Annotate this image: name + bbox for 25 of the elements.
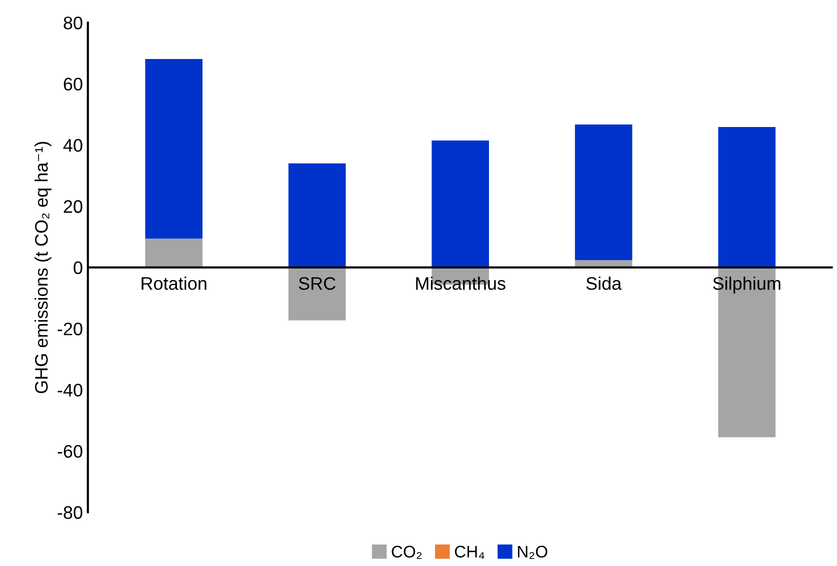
x-tick-label: Sida [586,276,622,290]
bar [288,267,346,320]
bar [574,124,632,260]
y-tick-label: -40 [58,384,82,397]
legend-label: CH₄ [454,546,484,559]
x-tick-label: SRC [298,277,336,290]
legend-label: N₂O [518,546,548,559]
x-tick-label: Rotation [142,276,206,290]
y-axis-title: GHG emissions (t CO₂ eq ha⁻¹) [34,142,52,394]
legend-label: CO₂ [392,546,422,559]
bar [288,163,346,268]
y-tick-label: 0 [74,261,82,274]
y-tick-label: -80 [58,506,82,519]
bar [145,59,202,239]
y-tick-label: 80 [64,16,82,30]
y-tick-label: 60 [64,78,82,91]
x-tick-label: Silphium [713,276,780,294]
bar [718,126,776,268]
bar [145,238,202,268]
x-tick-label: Miscanthus [416,276,506,290]
y-tick-label: -60 [58,444,82,458]
y-tick-label: 40 [63,138,82,152]
bar [432,140,489,268]
y-tick-label: -20 [58,322,82,336]
y-tick-label: 20 [64,200,82,213]
